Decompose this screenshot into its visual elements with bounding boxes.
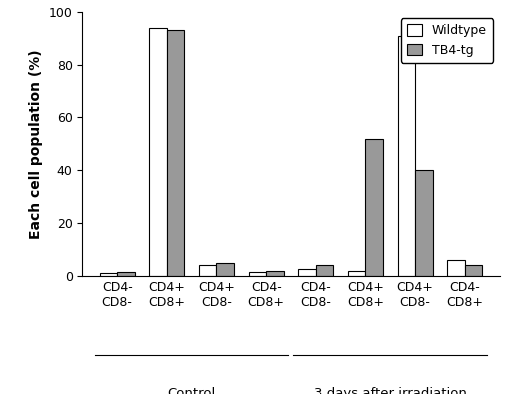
Text: Control: Control xyxy=(167,387,216,394)
Bar xyxy=(298,269,316,276)
Legend: Wildtype, TB4-tg: Wildtype, TB4-tg xyxy=(401,18,493,63)
Bar xyxy=(117,272,134,276)
Y-axis label: Each cell population (%): Each cell population (%) xyxy=(29,49,43,239)
Bar xyxy=(398,35,415,276)
Bar xyxy=(100,273,117,276)
Bar xyxy=(316,265,333,276)
Bar xyxy=(348,271,366,276)
Text: 3 days after irradiation: 3 days after irradiation xyxy=(314,387,467,394)
Bar xyxy=(216,262,234,276)
Bar xyxy=(199,265,216,276)
Bar xyxy=(465,265,482,276)
Bar xyxy=(448,260,465,276)
Bar xyxy=(415,170,433,276)
Bar xyxy=(366,139,383,276)
Bar xyxy=(149,28,167,276)
Bar xyxy=(266,271,284,276)
Bar xyxy=(167,30,184,276)
Bar xyxy=(249,272,266,276)
